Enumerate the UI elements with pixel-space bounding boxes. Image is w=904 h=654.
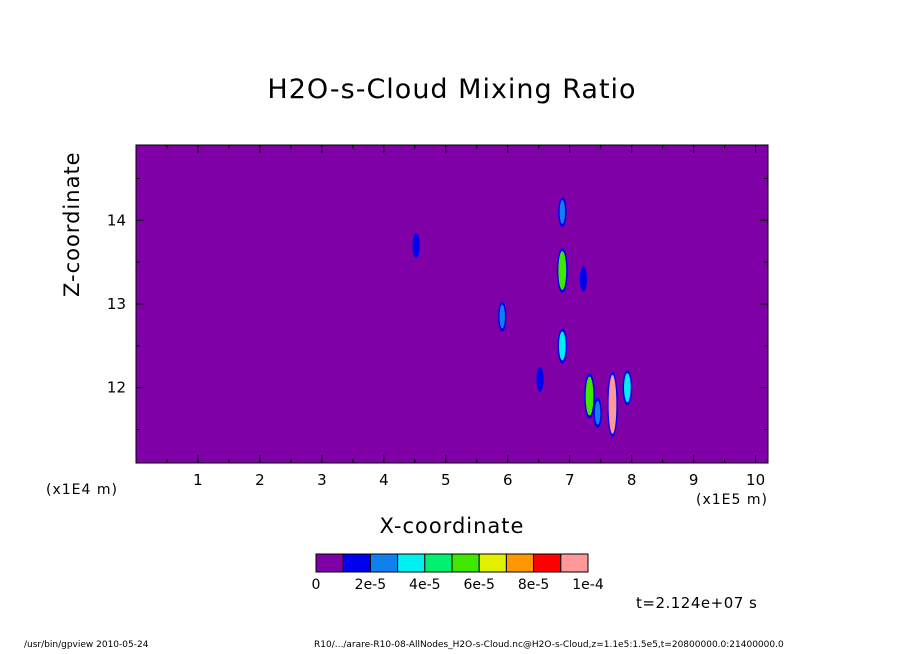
y-axis: 12 13 14: [107, 177, 768, 431]
cloud-feature: [559, 199, 565, 224]
colorbar-swatch: [505, 553, 535, 573]
colorbar-swatch: [451, 553, 480, 573]
cloud-feature: [581, 269, 586, 289]
x-tick-label: 6: [503, 471, 513, 489]
y-tick-label: 14: [107, 211, 126, 229]
cloud-feature: [499, 304, 505, 329]
x-tick-label: 10: [746, 471, 765, 489]
cloud-feature: [558, 331, 566, 361]
x-tick-label: 1: [193, 471, 203, 489]
colorbar: 0 2e-5 4e-5 6e-5 8e-5 1e-4: [312, 553, 604, 593]
footer-left: /usr/bin/gpview 2010-05-24: [24, 640, 149, 650]
x-tick-label: 7: [565, 471, 575, 489]
plot-area: [136, 145, 768, 463]
x-tick-label: 5: [441, 471, 451, 489]
x-axis-label: X-coordinate: [379, 514, 525, 538]
y-tick-label: 13: [107, 295, 126, 313]
x-axis: 1 2 3 4 5 6 7 8 9 10: [166, 145, 765, 489]
colorbar-swatch: [424, 553, 453, 573]
cloud-feature: [608, 374, 617, 434]
colorbar-swatch: [342, 553, 371, 573]
cloud-feature: [585, 376, 594, 416]
cloud-features: [412, 196, 633, 437]
colorbar-label: 2e-5: [355, 577, 386, 593]
colorbar-label: 0: [312, 577, 321, 593]
y-axis-label: Z-coordinate: [60, 151, 84, 297]
colorbar-label: 8e-5: [518, 577, 549, 593]
colorbar-swatch: [397, 553, 426, 573]
colorbar-swatch: [478, 553, 507, 573]
x-axis-unit: (x1E5 m): [696, 492, 768, 508]
chart-title: H2O-s-Cloud Mixing Ratio: [267, 74, 637, 105]
x-tick-label: 2: [255, 471, 265, 489]
colorbar-label: 6e-5: [463, 577, 494, 593]
cloud-feature: [624, 373, 631, 403]
cloud-feature: [413, 235, 419, 255]
colorbar-swatch: [369, 553, 399, 573]
colorbar-swatch: [560, 553, 589, 573]
x-tick-label: 9: [689, 471, 699, 489]
x-tick-label: 3: [317, 471, 327, 489]
y-tick-label: 12: [107, 379, 126, 397]
time-label: t=2.124e+07 s: [636, 594, 758, 612]
colorbar-label: 1e-4: [572, 577, 604, 593]
x-tick-label: 4: [379, 471, 389, 489]
footer-right: R10/.../arare-R10-08-AllNodes_H2O-s-Clou…: [314, 640, 784, 650]
colorbar-swatch: [315, 553, 344, 573]
x-tick-label: 8: [627, 471, 637, 489]
cloud-feature: [558, 251, 567, 291]
colorbar-label: 4e-5: [409, 577, 440, 593]
cloud-feature: [537, 369, 543, 389]
colorbar-swatch: [533, 553, 562, 573]
y-axis-unit: (x1E4 m): [46, 482, 118, 498]
cloud-feature: [594, 400, 601, 425]
